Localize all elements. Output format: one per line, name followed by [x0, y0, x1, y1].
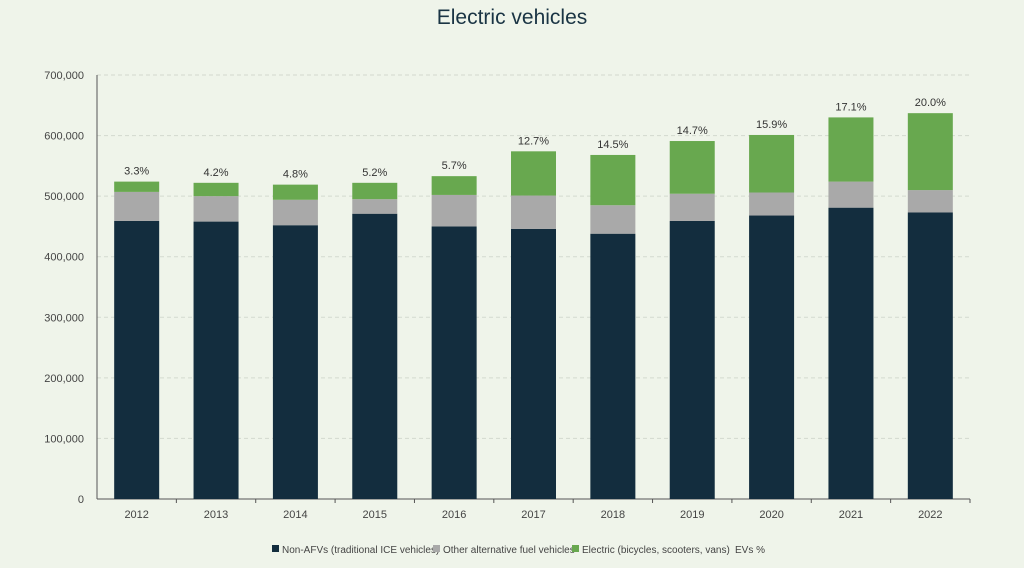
bar-segment-electric: [511, 151, 556, 196]
x-tick-label: 2020: [759, 509, 783, 521]
legend-label: Non-AFVs (traditional ICE vehicles): [282, 545, 439, 556]
bar-segment-electric: [193, 182, 239, 197]
legend-swatch: [433, 545, 440, 552]
bar-segment-non-afv: [511, 228, 556, 499]
y-tick-label: 500,000: [44, 191, 84, 203]
bar-segment-other-afv: [511, 195, 556, 229]
bar-segment-electric: [669, 141, 715, 194]
bar-segment-other-afv: [828, 181, 874, 208]
legend-label: Other alternative fuel vehicles: [443, 545, 575, 556]
bar-segment-other-afv: [669, 193, 715, 221]
bar-segment-non-afv: [272, 225, 318, 499]
y-tick-label: 700,000: [44, 70, 84, 82]
y-tick-label: 300,000: [44, 312, 84, 324]
y-tick-label: 200,000: [44, 373, 84, 385]
bar-segment-non-afv: [352, 213, 398, 500]
legend-label: Electric (bicycles, scooters, vans): [582, 545, 730, 556]
bar-segment-other-afv: [114, 191, 160, 221]
y-tick-label: 400,000: [44, 252, 84, 264]
bar-segment-electric: [272, 184, 318, 200]
evs-percent-label: 20.0%: [915, 97, 946, 109]
legend-label: EVs %: [735, 545, 765, 556]
bar-segment-electric: [590, 154, 636, 206]
bar-segment-other-afv: [272, 199, 318, 226]
bar-segment-non-afv: [828, 207, 874, 499]
bar-segment-electric: [749, 134, 795, 193]
evs-percent-label: 15.9%: [756, 119, 787, 131]
evs-percent-label: 5.2%: [362, 167, 387, 179]
x-tick-label: 2014: [283, 509, 307, 521]
bar-segment-non-afv: [193, 221, 239, 499]
evs-percent-label: 12.7%: [518, 135, 549, 147]
evs-percent-label: 17.1%: [835, 101, 866, 113]
bar-segment-other-afv: [431, 194, 477, 227]
bar-segment-non-afv: [114, 220, 160, 499]
bar-segment-other-afv: [907, 190, 953, 213]
legend-swatch: [272, 545, 279, 552]
bar-segment-electric: [828, 117, 874, 182]
bar-segment-other-afv: [193, 196, 239, 222]
evs-percent-label: 4.2%: [204, 167, 229, 179]
evs-percent-label: 5.7%: [442, 160, 467, 172]
bar-segment-other-afv: [590, 205, 636, 234]
y-tick-label: 0: [78, 494, 84, 506]
bar-segment-electric: [431, 176, 477, 195]
x-tick-label: 2022: [918, 509, 942, 521]
x-tick-label: 2015: [363, 509, 387, 521]
evs-percent-label: 4.8%: [283, 169, 308, 181]
bar-segment-other-afv: [749, 192, 795, 216]
bar-segment-electric: [114, 181, 160, 192]
evs-percent-label: 14.5%: [597, 139, 628, 151]
x-tick-label: 2019: [680, 509, 704, 521]
legend-swatch: [572, 545, 579, 552]
bar-segment-non-afv: [749, 215, 795, 500]
x-tick-label: 2017: [521, 509, 545, 521]
bar-segment-other-afv: [352, 199, 398, 214]
x-tick-label: 2012: [124, 509, 148, 521]
evs-percent-label: 3.3%: [124, 166, 149, 178]
bar-segment-non-afv: [590, 233, 636, 499]
bar-segment-electric: [352, 182, 398, 200]
x-tick-label: 2018: [601, 509, 625, 521]
x-tick-label: 2013: [204, 509, 228, 521]
evs-percent-label: 14.7%: [677, 125, 708, 137]
bar-segment-electric: [907, 113, 953, 191]
chart-title: Electric vehicles: [436, 6, 588, 29]
y-tick-label: 600,000: [44, 131, 84, 143]
bar-segment-non-afv: [431, 226, 477, 499]
x-tick-label: 2016: [442, 509, 466, 521]
bar-segment-non-afv: [907, 212, 953, 500]
bar-segment-non-afv: [669, 220, 715, 499]
y-tick-label: 100,000: [44, 433, 84, 445]
x-tick-label: 2021: [839, 509, 863, 521]
